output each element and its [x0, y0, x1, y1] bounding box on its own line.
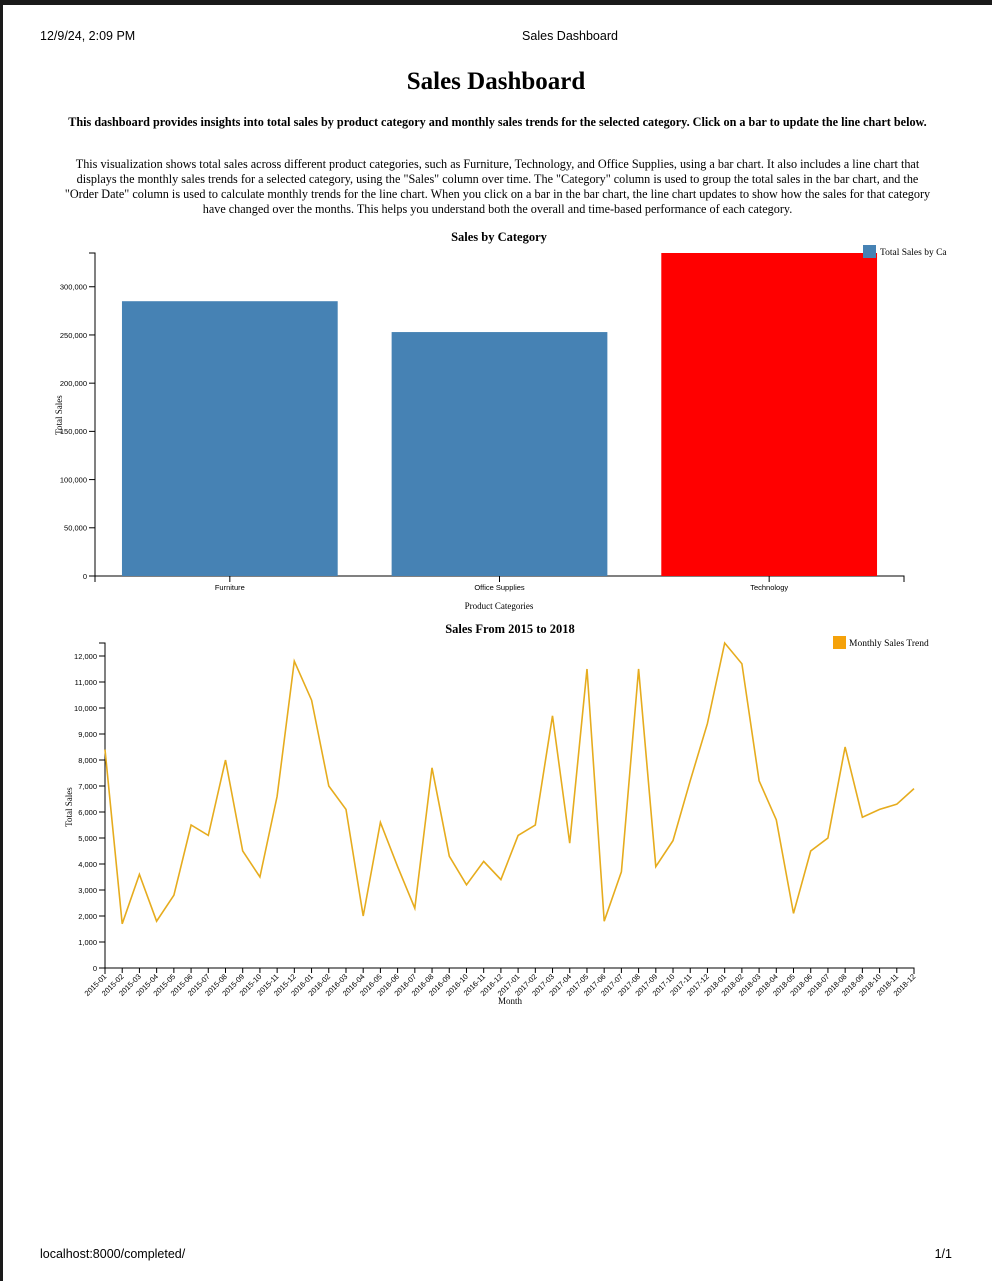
- line-chart-xlabel: Month: [498, 996, 523, 1006]
- bar-chart-title: Sales by Category: [451, 230, 548, 244]
- bar-chart-bars: [121, 253, 878, 576]
- bar-y-tick-label: 0: [83, 572, 87, 581]
- bar-y-tick: 150,000: [60, 427, 95, 436]
- browser-edge-top: [0, 0, 992, 5]
- line-y-tick: 6,000: [78, 808, 105, 817]
- line-y-tick: 9,000: [78, 730, 105, 739]
- print-header-title: Sales Dashboard: [522, 29, 618, 43]
- print-url: localhost:8000/completed/: [40, 1247, 186, 1261]
- bar-chart-xlabel: Product Categories: [465, 601, 534, 611]
- line-y-tick: 8,000: [78, 756, 105, 765]
- line-y-tick: 1,000: [78, 938, 105, 947]
- bar-y-tick-label: 200,000: [60, 379, 87, 388]
- line-y-tick: 10,000: [74, 704, 105, 713]
- line-y-tick: 0: [93, 964, 105, 973]
- line-chart-legend: Monthly Sales Trend: [833, 636, 929, 649]
- bar-y-tick-label: 250,000: [60, 331, 87, 340]
- bar-x-tick-label: Office Supplies: [474, 583, 525, 592]
- line-y-tick-label: 5,000: [78, 834, 97, 843]
- line-legend-swatch: [833, 636, 846, 649]
- bar-technology[interactable]: [661, 253, 878, 576]
- line-y-tick-label: 8,000: [78, 756, 97, 765]
- bar-chart: Sales by Category Total Sales Product Ca…: [54, 230, 947, 611]
- line-y-tick-label: 9,000: [78, 730, 97, 739]
- line-y-tick: 12,000: [74, 652, 105, 661]
- line-y-tick-label: 10,000: [74, 704, 97, 713]
- bar-y-tick: 100,000: [60, 475, 95, 484]
- bar-x-tick: Technology: [750, 576, 788, 592]
- page-title: Sales Dashboard: [406, 68, 586, 95]
- monthly-sales-line: [104, 641, 915, 925]
- line-y-tick-label: 1,000: [78, 938, 97, 947]
- line-chart-ylabel: Total Sales: [64, 787, 74, 827]
- bar-y-tick: 0: [83, 572, 95, 581]
- line-y-tick: 5,000: [78, 834, 105, 843]
- line-y-tick-label: 11,000: [75, 678, 97, 687]
- bar-chart-ylabel: Total Sales: [54, 395, 64, 435]
- line-y-axis-line: [99, 642, 106, 969]
- line-legend-label: Monthly Sales Trend: [849, 639, 929, 649]
- line-y-tick-label: 0: [93, 964, 97, 973]
- bar-x-tick-label: Furniture: [215, 583, 245, 592]
- bar-chart-y-axis: 0 50,000 100,000 150,000 200,000 250,000 300,0…: [60, 252, 96, 581]
- line-y-tick-label: 4,000: [78, 860, 97, 869]
- bar-furniture[interactable]: [121, 301, 338, 576]
- bar-x-tick: Furniture: [215, 576, 245, 592]
- bar-y-tick: 200,000: [60, 379, 95, 388]
- bar-x-tick: Office Supplies: [474, 576, 525, 592]
- bar-y-tick-label: 100,000: [60, 475, 87, 484]
- bar-office-supplies[interactable]: [391, 332, 608, 576]
- line-y-tick: 11,000: [75, 678, 105, 687]
- bar-legend-label: Total Sales by Ca: [880, 248, 947, 258]
- line-y-tick-label: 6,000: [78, 808, 97, 817]
- bar-x-tick-label: Technology: [750, 583, 788, 592]
- bar-legend-swatch: [863, 245, 876, 258]
- line-y-tick: 7,000: [78, 782, 105, 791]
- bar-y-tick-label: 150,000: [60, 427, 87, 436]
- bar-y-tick: 250,000: [60, 331, 95, 340]
- print-datetime: 12/9/24, 2:09 PM: [40, 29, 136, 43]
- description-text: This visualization shows total sales acr…: [64, 157, 931, 216]
- line-y-tick: 3,000: [78, 886, 105, 895]
- intro-text: This dashboard provides insights into to…: [68, 115, 927, 129]
- line-x-axis-line: [104, 967, 915, 974]
- bar-chart-legend: Total Sales by Ca: [863, 245, 947, 258]
- line-y-tick-label: 3,000: [78, 886, 97, 895]
- bar-y-tick: 50,000: [64, 524, 95, 533]
- browser-edge-left: [0, 0, 3, 1281]
- line-chart-y-axis: 0 1,000 2,000 3,000 4,000 5,000 6,000 7,000 8,00…: [74, 642, 106, 973]
- line-y-tick: 4,000: [78, 860, 105, 869]
- bar-chart-x-axis: Furniture Office Supplies Technology: [94, 575, 905, 592]
- line-chart-x-axis: 2015-012015-022015-032015-042015-052015-…: [83, 967, 917, 998]
- line-y-tick-label: 7,000: [78, 782, 97, 791]
- line-chart: Sales From 2015 to 2018 Total Sales Mont…: [64, 622, 929, 1006]
- line-y-tick-label: 12,000: [74, 652, 97, 661]
- line-y-tick-label: 2,000: [78, 912, 97, 921]
- line-y-tick: 2,000: [78, 912, 105, 921]
- line-chart-title: Sales From 2015 to 2018: [445, 622, 575, 636]
- bar-y-tick: 300,000: [60, 283, 95, 292]
- bar-y-tick-label: 50,000: [64, 524, 87, 533]
- print-page-number: 1/1: [934, 1247, 952, 1261]
- bar-y-tick-label: 300,000: [60, 283, 87, 292]
